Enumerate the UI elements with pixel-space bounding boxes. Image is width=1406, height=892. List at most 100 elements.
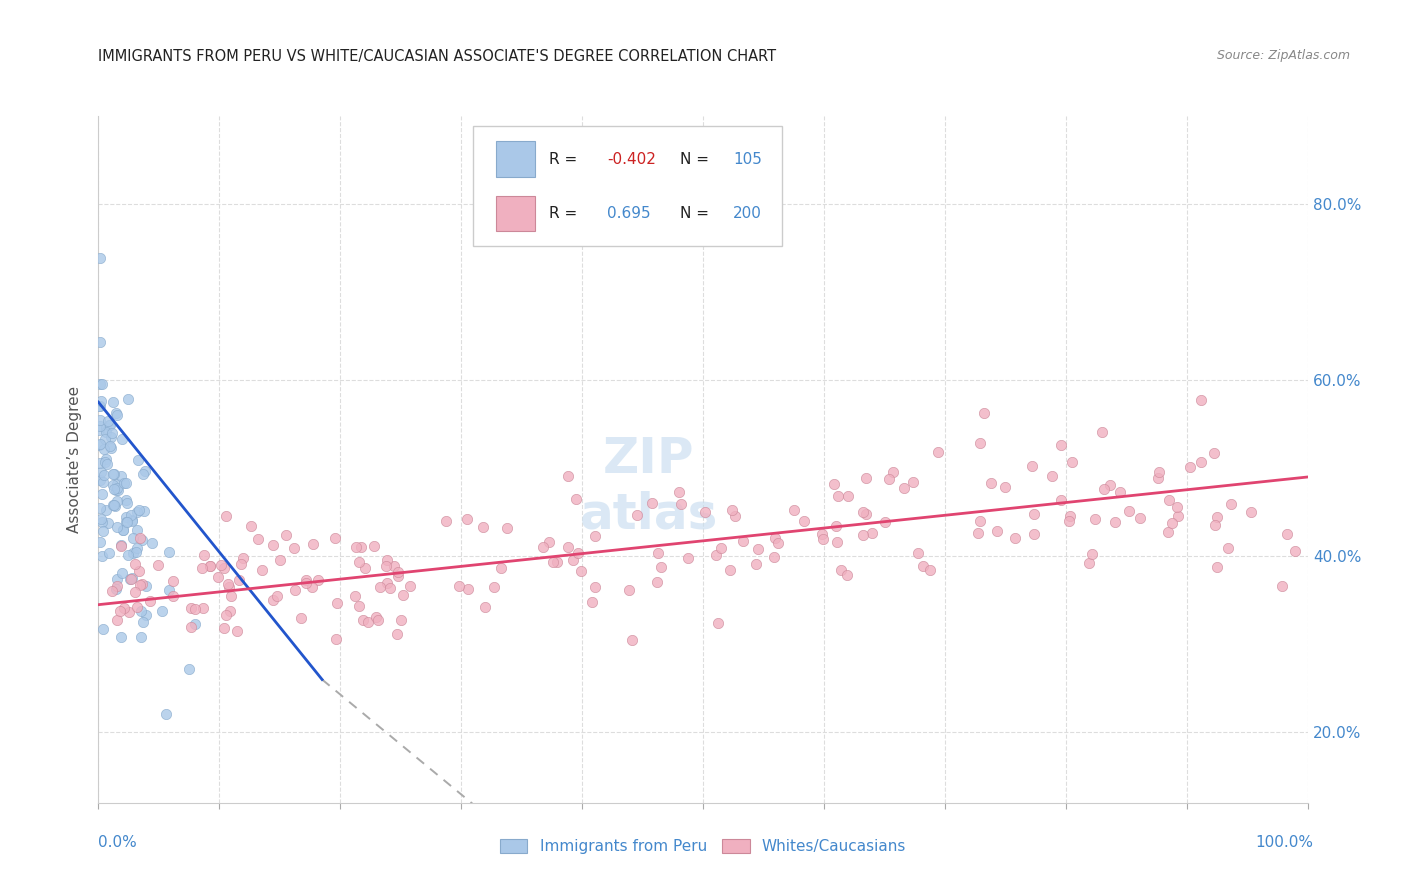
Point bbox=[1024, 527, 1046, 541]
Text: N =: N = bbox=[681, 206, 714, 221]
Point bbox=[111, 432, 134, 446]
Point bbox=[125, 523, 148, 537]
Point bbox=[830, 563, 852, 577]
Point bbox=[1084, 512, 1107, 526]
Point bbox=[94, 455, 117, 469]
Point bbox=[114, 476, 136, 491]
Point bbox=[537, 535, 560, 549]
Point bbox=[103, 467, 125, 482]
Point bbox=[104, 582, 127, 596]
Point bbox=[89, 473, 111, 487]
Point bbox=[650, 560, 672, 574]
Point bbox=[240, 519, 263, 533]
Point bbox=[825, 519, 848, 533]
Point bbox=[93, 442, 115, 456]
Point bbox=[349, 599, 371, 613]
Point bbox=[1062, 455, 1084, 469]
Point bbox=[385, 627, 408, 641]
Point bbox=[127, 505, 149, 519]
Point bbox=[228, 573, 250, 587]
Point bbox=[375, 575, 398, 590]
Point bbox=[120, 572, 142, 586]
Point bbox=[1166, 500, 1188, 514]
Point bbox=[94, 451, 117, 466]
Point bbox=[217, 577, 239, 591]
Point bbox=[1204, 445, 1226, 459]
Point bbox=[183, 617, 205, 632]
Point bbox=[128, 502, 150, 516]
Point bbox=[1216, 541, 1239, 555]
Point bbox=[1092, 483, 1115, 497]
Point bbox=[353, 560, 375, 574]
Point bbox=[90, 394, 112, 409]
Point bbox=[89, 251, 111, 265]
Point bbox=[763, 549, 786, 564]
Point bbox=[456, 512, 478, 526]
Point bbox=[284, 583, 307, 598]
Point bbox=[132, 504, 155, 518]
Point bbox=[724, 508, 747, 523]
Point bbox=[1189, 393, 1212, 408]
Point bbox=[98, 438, 121, 452]
Point bbox=[132, 615, 155, 629]
Point bbox=[986, 524, 1008, 538]
Point bbox=[124, 557, 146, 571]
Point bbox=[911, 558, 934, 573]
Point bbox=[162, 574, 184, 588]
Point bbox=[129, 532, 152, 546]
Point bbox=[294, 573, 316, 587]
Point bbox=[347, 555, 370, 569]
Text: ZIP
atlas: ZIP atlas bbox=[579, 435, 718, 539]
Point bbox=[302, 537, 325, 551]
Point bbox=[344, 540, 367, 554]
Point bbox=[177, 662, 200, 676]
Point bbox=[927, 444, 949, 458]
Point bbox=[105, 408, 128, 422]
Point bbox=[352, 613, 374, 627]
Y-axis label: Associate’s Degree: Associate’s Degree bbox=[67, 386, 83, 533]
Point bbox=[98, 417, 121, 432]
Point bbox=[89, 413, 111, 427]
Point bbox=[901, 475, 924, 489]
Point bbox=[131, 577, 153, 591]
Point bbox=[837, 489, 859, 503]
Point bbox=[89, 423, 111, 437]
Point bbox=[97, 414, 120, 428]
Point bbox=[647, 546, 669, 560]
Point bbox=[105, 494, 128, 508]
Point bbox=[129, 604, 152, 618]
Point bbox=[793, 514, 815, 528]
Point bbox=[89, 437, 111, 451]
Point bbox=[103, 498, 125, 512]
Point bbox=[1147, 470, 1170, 484]
Point bbox=[350, 541, 373, 555]
Point bbox=[1050, 438, 1073, 452]
Point bbox=[91, 623, 114, 637]
Point bbox=[108, 603, 131, 617]
Point bbox=[94, 421, 117, 435]
Point bbox=[125, 545, 148, 559]
Point bbox=[387, 565, 409, 579]
Point bbox=[124, 585, 146, 599]
Point bbox=[101, 467, 124, 482]
Point bbox=[367, 613, 389, 627]
Point bbox=[827, 489, 849, 503]
Point bbox=[231, 557, 253, 571]
Point bbox=[855, 507, 877, 521]
Point bbox=[117, 548, 139, 562]
Point bbox=[121, 513, 143, 527]
Point bbox=[707, 615, 730, 630]
Point bbox=[326, 596, 349, 610]
Point bbox=[110, 630, 132, 644]
Point bbox=[89, 500, 111, 515]
Point bbox=[368, 580, 391, 594]
Point bbox=[389, 613, 412, 627]
Point bbox=[1219, 497, 1241, 511]
Point bbox=[218, 604, 240, 618]
Point bbox=[1275, 527, 1298, 541]
Point bbox=[127, 600, 149, 615]
Point bbox=[967, 526, 990, 541]
Point bbox=[1049, 492, 1071, 507]
Point bbox=[825, 535, 848, 549]
FancyBboxPatch shape bbox=[474, 127, 782, 246]
